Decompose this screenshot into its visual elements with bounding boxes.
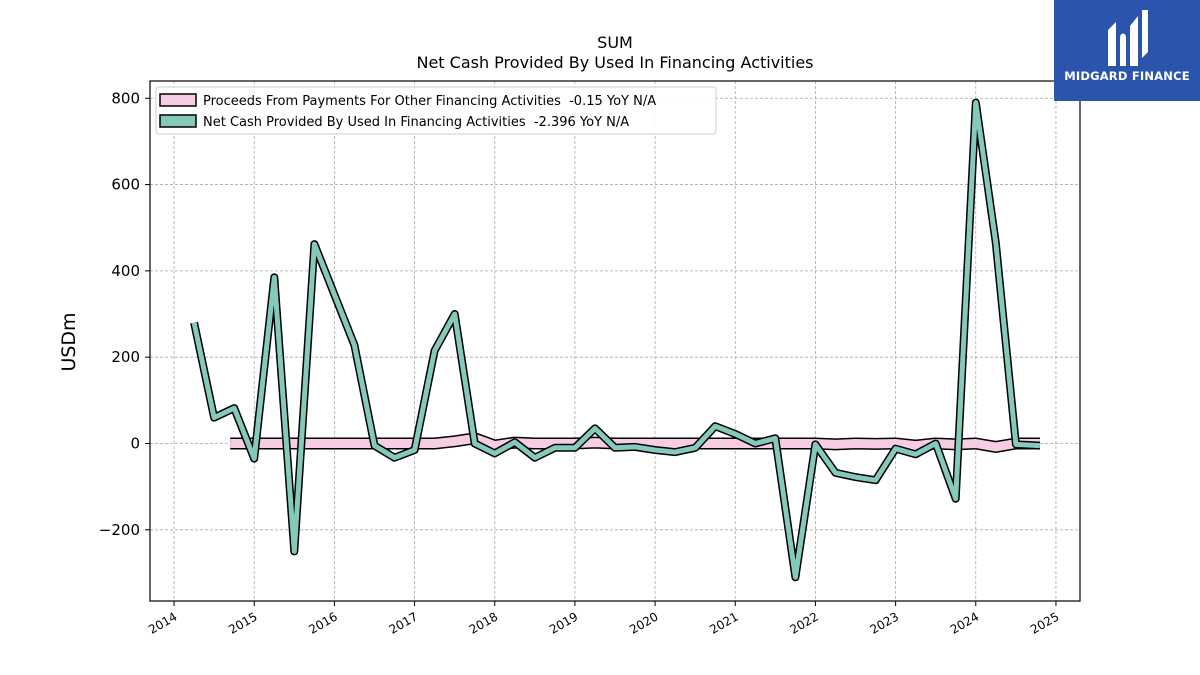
- x-tick-label: 2022: [787, 609, 820, 636]
- legend-swatch-net-cash: [159, 114, 197, 128]
- x-tick-label: 2014: [146, 609, 179, 636]
- y-tick-label: 0: [130, 434, 140, 452]
- y-tick-label: 800: [111, 89, 140, 107]
- x-tick-label: 2017: [387, 609, 420, 636]
- y-tick-label: 400: [111, 262, 140, 280]
- chart-title: SUM: [597, 33, 633, 52]
- axis-ticks: 800 600 400 200 0 −200 2014 2015 2016 2017 2018 201…: [99, 89, 1062, 637]
- series-outline-net-cash: [190, 98, 1041, 582]
- x-tick-label: 2020: [627, 609, 660, 636]
- y-tick-label: 600: [111, 176, 140, 194]
- series-line-net-cash: [191, 100, 1041, 580]
- legend: Proceeds From Payments For Other Financi…: [155, 86, 717, 135]
- brand-logo: MIDGARD FINANCE: [1054, 0, 1200, 101]
- x-tick-label: 2018: [467, 609, 500, 636]
- plot-area-frame: [149, 80, 1081, 602]
- x-tick-label: 2015: [226, 609, 259, 636]
- legend-swatch-proceeds: [159, 93, 197, 107]
- series-layer: [190, 98, 1041, 582]
- x-tick-label: 2019: [547, 609, 580, 636]
- x-tick-label: 2024: [948, 609, 981, 636]
- x-tick-label: 2021: [707, 609, 740, 636]
- chart-subtitle: Net Cash Provided By Used In Financing A…: [416, 53, 813, 72]
- x-tick-label: 2025: [1028, 609, 1061, 636]
- y-tick-label: −200: [99, 521, 140, 539]
- logo-text: MIDGARD FINANCE: [1064, 69, 1190, 83]
- logo-mark-icon: [1108, 10, 1148, 66]
- y-tick-label: 200: [111, 348, 140, 366]
- legend-label-net-cash: Net Cash Provided By Used In Financing A…: [203, 115, 629, 130]
- x-tick-label: 2023: [868, 609, 901, 636]
- legend-label-proceeds: Proceeds From Payments For Other Financi…: [203, 94, 656, 109]
- y-axis-label: USDm: [58, 312, 80, 371]
- legend-frame: [155, 86, 717, 135]
- x-tick-label: 2016: [306, 609, 339, 636]
